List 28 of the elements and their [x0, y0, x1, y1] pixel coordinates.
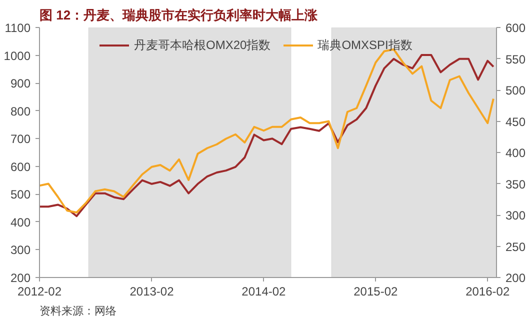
x-tick-label: 2014-02 — [242, 284, 286, 298]
text: 资料来源：网络 — [40, 304, 116, 318]
y2-tick-label: 350 — [506, 177, 526, 192]
x-tick-label: 2016-02 — [466, 284, 510, 298]
y-tick-label: 900 — [10, 76, 31, 91]
y2-tick-label: 450 — [506, 114, 526, 129]
y-tick-label: 1000 — [4, 48, 31, 63]
y2-tick-label: 550 — [506, 52, 526, 66]
y-tick-label: 1100 — [4, 21, 31, 35]
x-tick-label: 2013-02 — [130, 284, 174, 298]
y-tick-label: 600 — [10, 160, 31, 174]
y2-tick-label: 300 — [506, 208, 526, 222]
chart-title: 图 12：丹麦、瑞典股市在实行负利率时大幅上涨 — [40, 8, 319, 22]
y2-tick-label: 200 — [506, 271, 526, 285]
y-tick-label: 500 — [10, 188, 31, 202]
y-tick-label: 700 — [10, 132, 31, 146]
y-tick-label: 300 — [10, 243, 31, 258]
legend-label: 瑞典OMXSPI指数 — [318, 36, 412, 54]
y2-tick-label: 400 — [506, 146, 526, 160]
y-tick-label: 200 — [10, 271, 31, 285]
y2-tick-label: 500 — [506, 84, 526, 98]
legend-label: 丹麦哥本哈根OMX20指数 — [134, 36, 271, 54]
x-tick-label: 2015-02 — [354, 284, 398, 298]
y2-tick-label: 250 — [506, 240, 526, 254]
y-tick-label: 400 — [10, 215, 31, 230]
y-tick-label: 800 — [10, 104, 31, 118]
x-tick-label: 2012-02 — [17, 284, 62, 298]
y2-tick-label: 600 — [506, 21, 526, 35]
